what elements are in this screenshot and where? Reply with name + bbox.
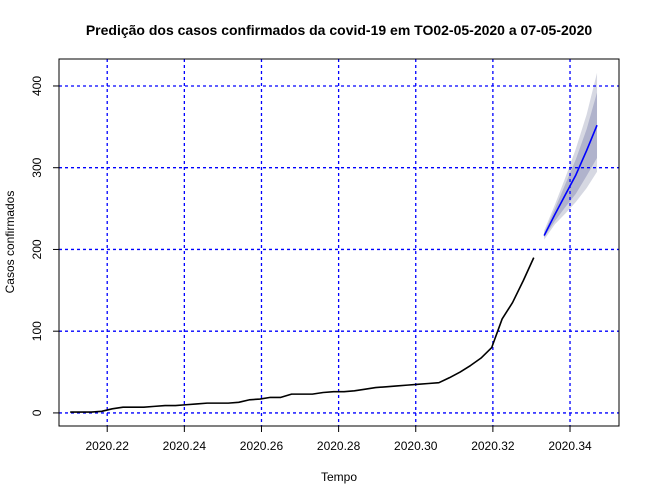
forecast-band-80	[544, 92, 598, 238]
x-tick-label: 2020.26	[240, 439, 284, 453]
series-group	[70, 124, 598, 413]
x-tick-label: 2020.28	[317, 439, 361, 453]
x-tick-label: 2020.24	[163, 439, 207, 453]
y-tick-label: 200	[30, 239, 44, 259]
y-tick-label: 100	[30, 321, 44, 341]
x-axis: 2020.22 2020.24 2020.26 2020.28 2020.30 2020.…	[86, 426, 592, 453]
x-tick-label: 2020.22	[86, 439, 130, 453]
x-tick-label: 2020.30	[394, 439, 438, 453]
y-tick-label: 300	[30, 157, 44, 177]
series-observed-line	[70, 257, 535, 413]
forecast-interval-80	[544, 92, 598, 238]
chart-title: Predição dos casos confirmados da covid-…	[86, 22, 593, 38]
x-tick-label: 2020.34	[548, 439, 592, 453]
grid-lines	[59, 59, 619, 426]
y-axis: 0 100 200 300 400	[30, 76, 59, 416]
y-tick-label: 0	[30, 409, 44, 416]
y-axis-label: Casos confirmados	[3, 191, 17, 294]
y-tick-label: 400	[30, 76, 44, 96]
x-tick-label: 2020.32	[471, 439, 515, 453]
x-axis-label: Tempo	[321, 470, 357, 484]
series-forecast-line	[543, 124, 598, 236]
